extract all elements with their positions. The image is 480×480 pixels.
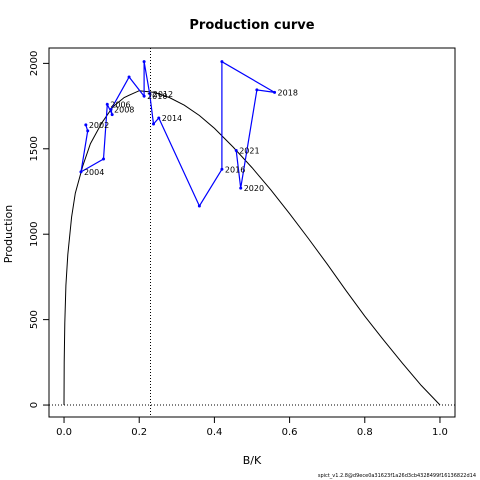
y-tick-label: 0 [29, 402, 40, 408]
year-label: 2002 [89, 121, 109, 130]
x-axis: 0.0 0.2 0.4 0.6 0.8 1.0 [56, 417, 448, 438]
trajectory-point [197, 204, 201, 208]
trajectory-point [86, 129, 90, 133]
chart-title: Production curve [189, 18, 314, 33]
trajectory-point [273, 90, 277, 94]
trajectory-point [142, 60, 146, 64]
trajectory-line [80, 60, 275, 208]
trajectory-point [84, 123, 88, 127]
trajectory-point [220, 60, 224, 64]
trajectory-point [148, 92, 152, 96]
x-tick-label: 0.0 [56, 427, 72, 438]
x-tick-label: 0.8 [357, 427, 373, 438]
year-label: 2020 [244, 184, 264, 193]
x-tick-label: 1.0 [432, 427, 448, 438]
trajectory-point [157, 116, 161, 120]
year-label: 2010 [147, 92, 167, 101]
y-tick-label: 1000 [29, 221, 40, 246]
y-tick-label: 2000 [29, 51, 40, 76]
trajectory-series [79, 60, 277, 208]
year-labels: 2002200420062008201020122014201620182020… [84, 88, 298, 193]
trajectory-point [220, 167, 224, 171]
x-tick-label: 0.4 [206, 427, 222, 438]
y-tick-label: 1500 [29, 136, 40, 161]
year-label: 2016 [225, 165, 245, 174]
trajectory-point [239, 186, 243, 190]
x-tick-label: 0.6 [282, 427, 298, 438]
y-axis-label: Production [2, 205, 15, 264]
trajectory-point [255, 88, 259, 92]
trajectory-point [102, 157, 106, 161]
trajectory-point [127, 75, 131, 79]
trajectory-point [152, 122, 156, 126]
trajectory-point [105, 102, 109, 106]
footer-text: spict_v1.2.8@d9ece0a31623f1a26d3cb432849… [318, 473, 476, 479]
y-tick-label: 500 [29, 310, 40, 329]
year-label: 2021 [239, 147, 259, 156]
trajectory-point [79, 170, 83, 174]
production-curve-line [63, 90, 441, 406]
x-tick-label: 0.2 [131, 427, 147, 438]
trajectory-point [109, 108, 113, 111]
trajectory-point [142, 94, 146, 98]
trajectory-point [234, 149, 238, 152]
year-label: 2006 [110, 100, 130, 109]
year-label: 2008 [114, 106, 134, 115]
year-label: 2012 [153, 90, 173, 99]
year-label: 2014 [162, 114, 182, 123]
trajectory-point [110, 113, 114, 117]
year-label: 2004 [84, 168, 104, 177]
year-label: 2018 [278, 88, 298, 97]
y-axis: 0 500 1000 1500 2000 [29, 51, 49, 408]
plot-frame [48, 47, 456, 418]
x-axis-label: B/K [243, 454, 262, 467]
